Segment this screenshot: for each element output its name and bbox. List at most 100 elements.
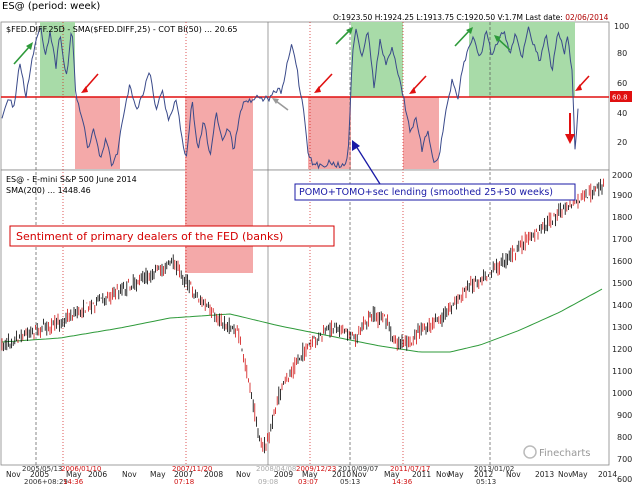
marker-date: 2013/01/02: [474, 465, 514, 473]
x-tick: Nov: [6, 470, 21, 479]
marker-time: 14:36: [63, 478, 84, 486]
marker-date: 2005/05/13: [22, 465, 62, 473]
marker-time: 2006+08:29: [24, 478, 68, 486]
y-tick: 900: [617, 411, 632, 420]
x-tick: 2009: [274, 470, 293, 479]
x-tick: Nov: [506, 470, 521, 479]
price-panel: [0, 169, 610, 466]
last-date: 02/06/2014: [565, 13, 609, 22]
x-tick: May: [572, 470, 588, 479]
x-tick: Nov: [122, 470, 137, 479]
red-arrow-head: [575, 84, 582, 91]
reference-tag: [610, 91, 632, 102]
y-tick: 40: [617, 109, 627, 118]
red-arrow-head: [409, 87, 416, 94]
red-down-arrow-head: [565, 134, 575, 144]
x-tick: Nov: [436, 470, 451, 479]
red-arrow-head: [314, 86, 321, 93]
marker-time: 07:18: [174, 478, 194, 486]
marker-date: 2007/11/20: [172, 465, 212, 473]
x-tick: 2006: [88, 470, 107, 479]
price-legend: ES@ - E-mini S&P 500 June 2014: [6, 175, 137, 184]
indicator-legend: $FED.DIFF.25D - SMA($FED.DIFF,25) - COT …: [6, 25, 238, 34]
red-zone: [75, 97, 120, 169]
x-tick: Nov: [352, 470, 367, 479]
grey-arrow-head: [272, 98, 279, 104]
reference-level: 60.8: [612, 94, 628, 102]
green-arrow-head: [26, 42, 33, 50]
green-arrow: [496, 37, 511, 51]
marker-date: 2008/04/08: [256, 465, 296, 473]
y-tick: 60: [617, 79, 627, 88]
pomo-pointer: [355, 145, 381, 185]
y-tick: 1500: [612, 279, 632, 288]
marker-time: 09:08: [258, 478, 278, 486]
green-arrow: [335, 29, 351, 45]
x-tick: May: [66, 470, 82, 479]
y-tick: 1300: [612, 323, 632, 332]
y-tick: 20: [617, 138, 627, 147]
green-zone: [40, 22, 75, 97]
x-tick: May: [302, 470, 318, 479]
y-tick: 1400: [612, 301, 632, 310]
indicator-line: [1, 26, 579, 170]
chart-title: ES@ (period: week): [2, 1, 101, 12]
red-zone: [403, 97, 439, 169]
x-tick: 2010: [332, 470, 351, 479]
x-tick: 2011: [412, 470, 431, 479]
pomo-arrowhead: [352, 140, 360, 151]
x-tick: 2013: [535, 470, 554, 479]
red-zone: [308, 97, 351, 169]
marker-time: 05:13: [340, 478, 360, 486]
ohlc-readout: O:1923.50 H:1924.25 L:1913.75 C:1920.50 …: [333, 13, 608, 22]
green-arrow-head: [494, 35, 501, 42]
signal-arrows: [13, 27, 590, 144]
price-candles: [1, 178, 604, 454]
x-tick: 2014: [598, 470, 617, 479]
sentiment-label: Sentiment of primary dealers of the FED …: [16, 230, 283, 243]
x-tick: May: [448, 470, 464, 479]
x-tick: May: [150, 470, 166, 479]
y-tick: 1600: [612, 257, 632, 266]
x-tick: Nov: [236, 470, 251, 479]
logo-icon: [523, 445, 537, 459]
y-tick: 700: [617, 455, 632, 464]
x-tick: May: [384, 470, 400, 479]
y-tick: 1900: [612, 191, 632, 200]
y-tick: 1700: [612, 235, 632, 244]
pomo-label: POMO+TOMO+sec lending (smoothed 25+50 we…: [299, 187, 553, 198]
marker-time: 03:07: [298, 478, 318, 486]
green-arrow-head: [346, 27, 353, 34]
green-arrow: [454, 29, 471, 47]
y-tick: 800: [617, 433, 632, 442]
sentiment-label-box: [9, 225, 335, 247]
pomo-label-box: [294, 183, 576, 201]
marker-date: 2006/01/10: [61, 465, 101, 473]
y-tick: 80: [617, 49, 627, 58]
x-axis: Nov 2005 May 2006 Nov May 2007 2008 Nov 2009 May 20…: [6, 465, 617, 486]
marker-date: 2009/12/23: [296, 465, 336, 473]
y-tick: 1100: [612, 367, 632, 376]
brand-name: Finecharts: [539, 448, 591, 459]
price-y-axis: 2000 1900 1800 1700 1600 1500 1400 1300 …: [612, 171, 632, 484]
y-tick: 1000: [612, 389, 632, 398]
y-tick: 100: [614, 22, 629, 31]
green-arrow: [13, 45, 31, 65]
x-tick: 2008: [204, 470, 223, 479]
sma-line: [1, 288, 603, 353]
x-tick: 2012: [474, 470, 493, 479]
finecharts-logo: Finecharts: [523, 445, 591, 459]
x-tick: Nov: [558, 470, 573, 479]
indicator-y-axis: 100 80 60 40 20: [614, 22, 629, 147]
green-arrow-head: [466, 27, 473, 34]
grey-arrow: [275, 100, 289, 111]
x-tick: 2005: [30, 470, 49, 479]
x-tick: 2007: [174, 470, 193, 479]
red-arrow: [316, 73, 333, 91]
sma-legend: SMA(200) ... 1448.46: [6, 186, 91, 195]
marker-date: 2010/09/07: [338, 465, 378, 473]
marker-time: 14:36: [392, 478, 413, 486]
marker-date: 2011/07/17: [390, 465, 430, 473]
